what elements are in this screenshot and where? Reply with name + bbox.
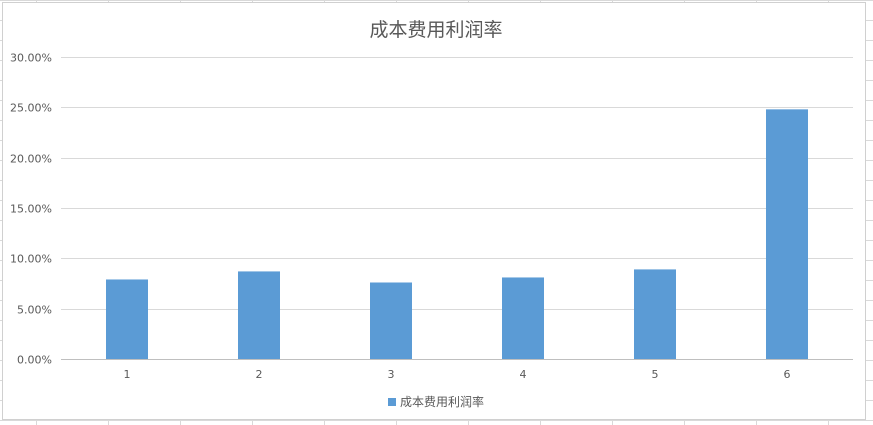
gridlines [61, 57, 853, 360]
x-tick-label: 5 [652, 368, 659, 381]
chart-title: 成本费用利润率 [369, 19, 502, 41]
x-tick-label: 1 [124, 368, 131, 381]
bars [106, 109, 808, 359]
bar[interactable] [106, 279, 148, 359]
x-tick-label: 6 [784, 368, 791, 381]
y-tick-label: 20.00% [10, 153, 52, 166]
bar[interactable] [634, 269, 676, 359]
bar[interactable] [370, 282, 412, 359]
y-tick-label: 10.00% [10, 253, 52, 266]
y-axis-tick-labels: 0.00% 5.00% 10.00% 15.00% 20.00% 25.00% 30.00% [10, 52, 52, 367]
bar-chart: 成本费用利润率 0.00% 5.00% 10.00% 15.00% 20.00% 25.0… [10, 19, 853, 409]
chart-area[interactable]: 成本费用利润率 0.00% 5.00% 10.00% 15.00% 20.00% 25.0… [2, 2, 866, 420]
x-axis-tick-labels: 1 2 3 4 5 6 [124, 368, 791, 381]
y-tick-label: 15.00% [10, 203, 52, 216]
bar[interactable] [238, 271, 280, 359]
legend-swatch [388, 398, 396, 406]
bar[interactable] [766, 109, 808, 359]
y-tick-label: 30.00% [10, 52, 52, 65]
y-tick-label: 25.00% [10, 102, 52, 115]
bar[interactable] [502, 277, 544, 359]
y-tick-label: 5.00% [17, 304, 52, 317]
x-tick-label: 3 [388, 368, 395, 381]
legend-label: 成本费用利润率 [400, 394, 484, 409]
y-tick-label: 0.00% [17, 354, 52, 367]
x-tick-label: 4 [520, 368, 527, 381]
legend: 成本费用利润率 [388, 394, 484, 409]
x-tick-label: 2 [256, 368, 263, 381]
